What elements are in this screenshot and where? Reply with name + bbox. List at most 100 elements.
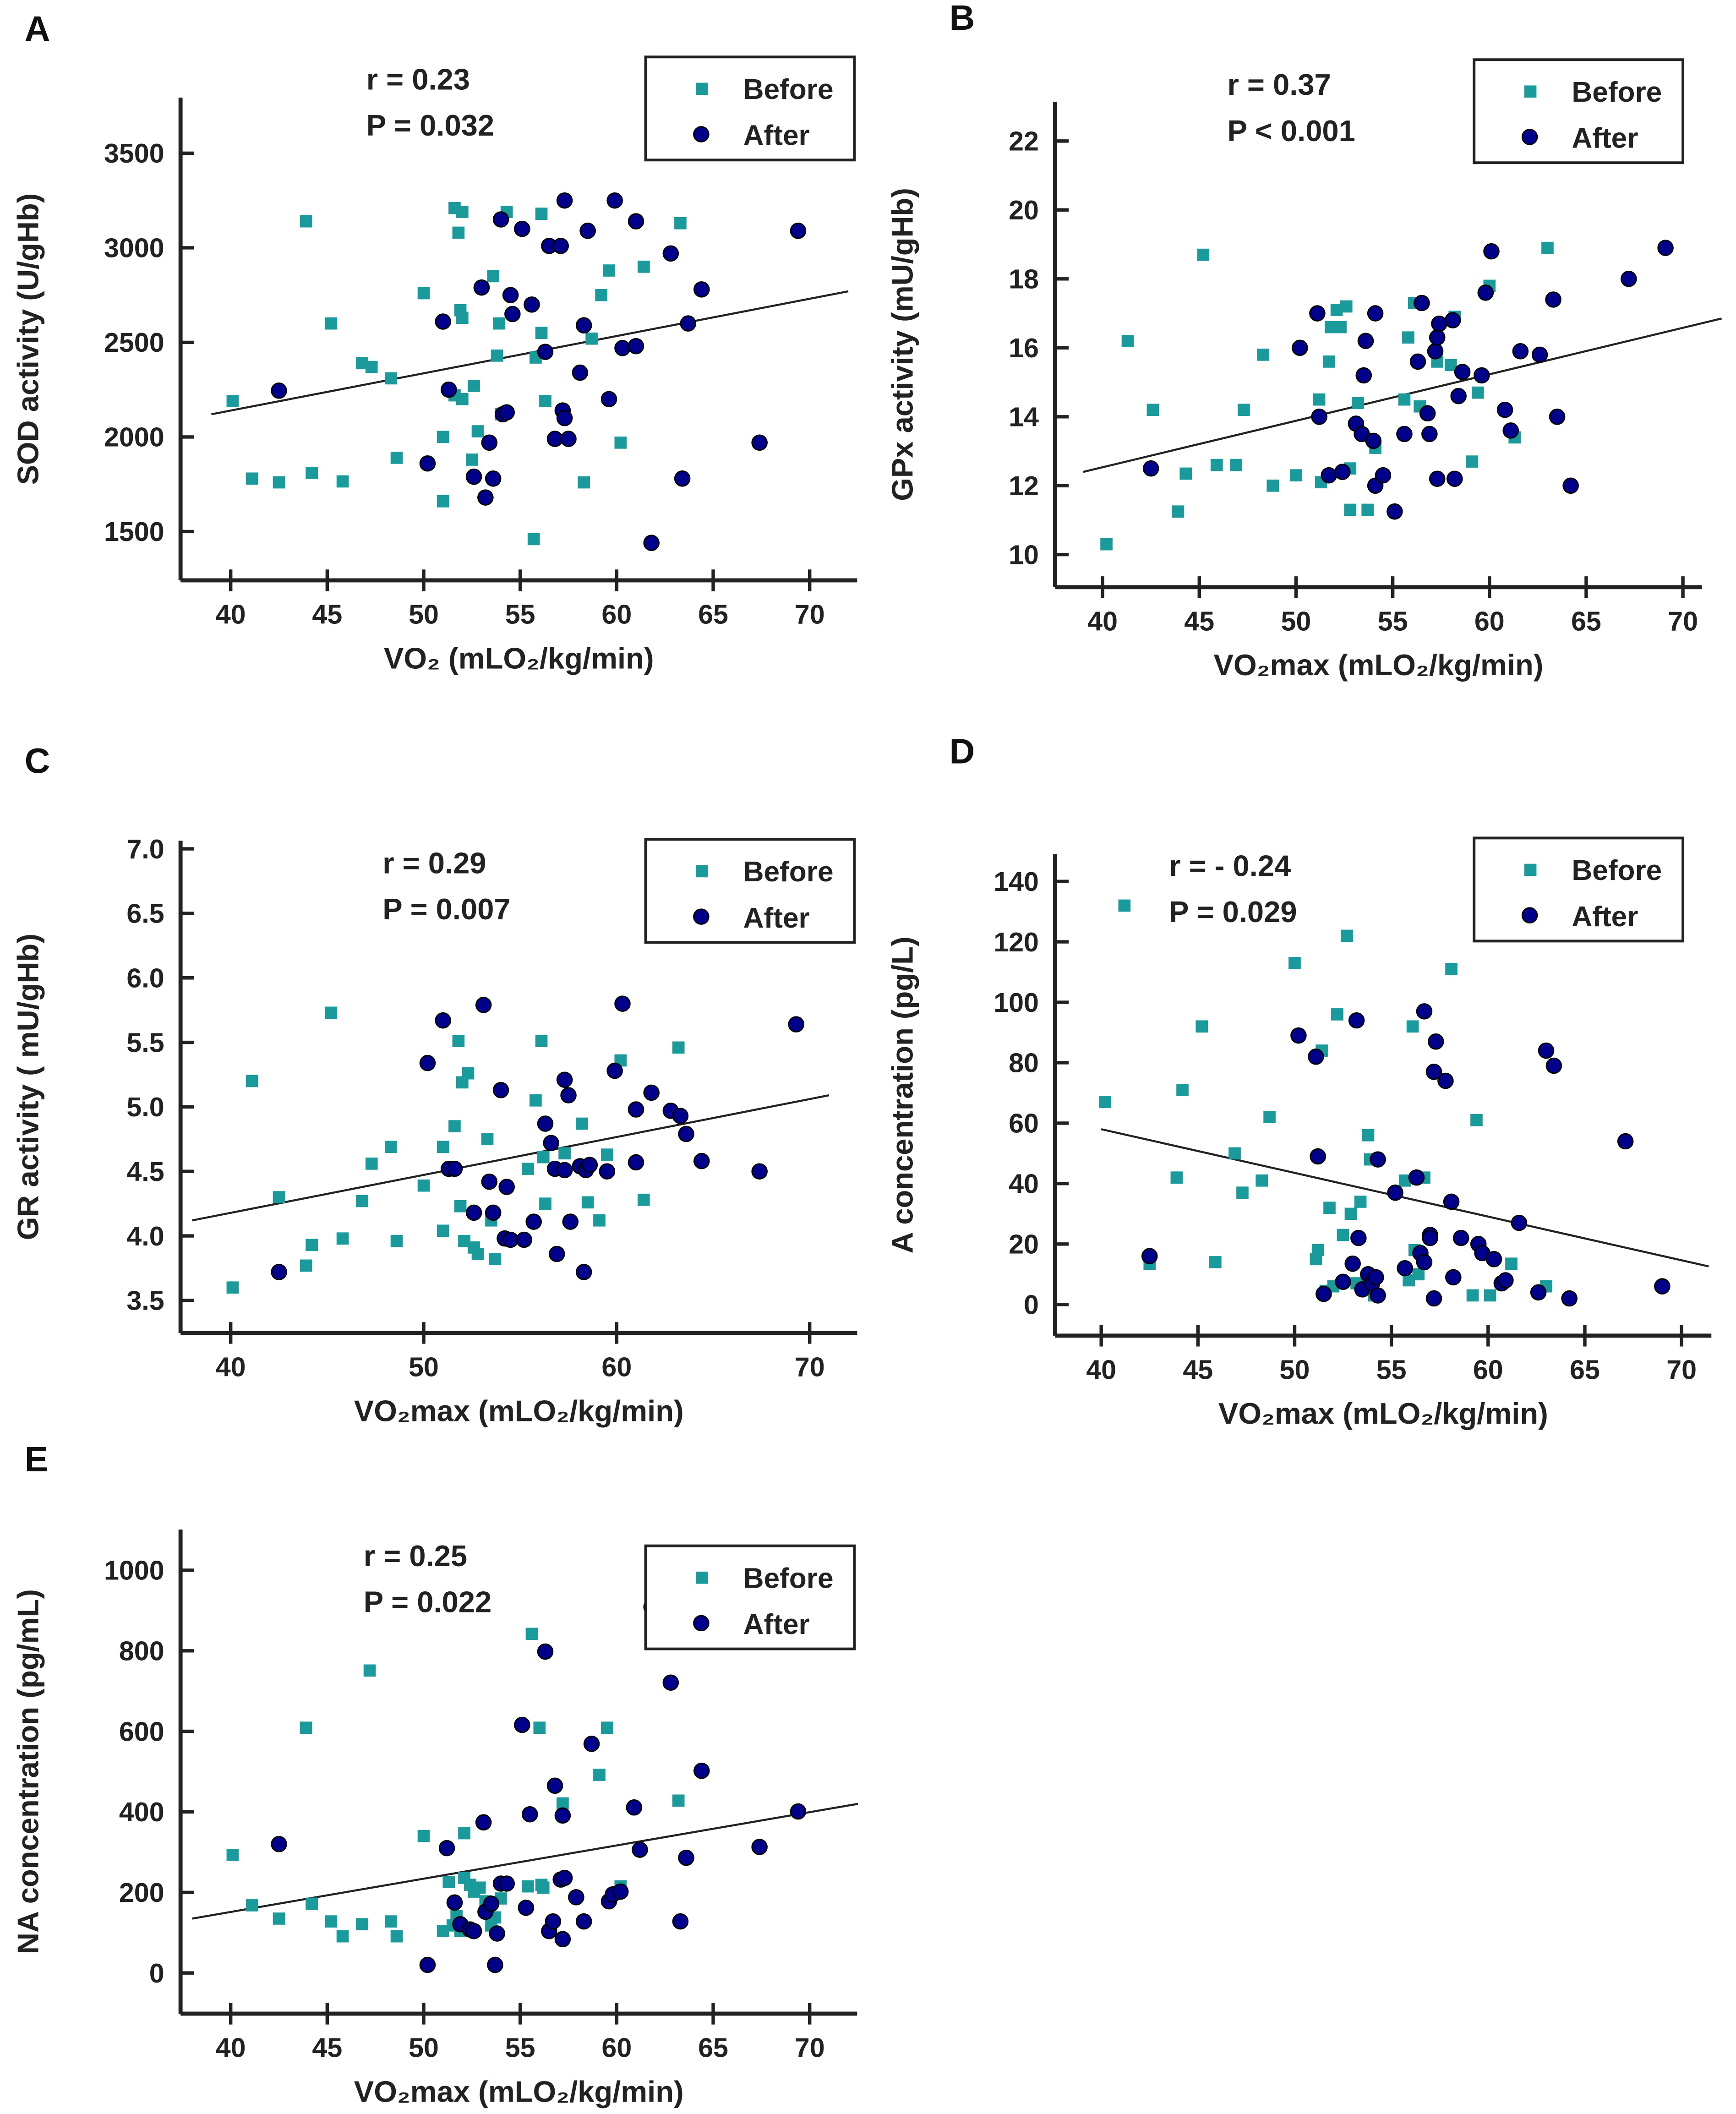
point-before [527,533,540,546]
legend-before-label: Before [743,856,834,888]
legend-after-label: After [743,1609,810,1640]
point-before [1340,300,1353,313]
legend-before-marker [696,1571,708,1584]
legend-after-label: After [743,902,810,934]
point-before [1466,1289,1479,1302]
point-after [1428,1033,1444,1050]
point-after [628,1101,644,1118]
point-after [554,1931,571,1948]
stat-r: r = 0.37 [1227,68,1331,101]
point-after [1311,409,1327,425]
point-after [1348,1012,1365,1029]
point-before [417,1830,430,1842]
point-after [419,1054,436,1071]
point-before [1228,1147,1241,1160]
point-before [1323,1202,1336,1214]
x-tick-label: 50 [409,1352,439,1382]
point-before [1322,355,1335,368]
point-after [1408,1169,1425,1186]
point-after [492,1082,509,1098]
point-before [273,1191,285,1203]
point-before [674,217,687,229]
y-tick-label: 22 [1009,126,1039,157]
point-after [1142,460,1159,477]
point-after [1375,467,1392,484]
point-before [1406,1020,1419,1033]
point-after [1309,305,1326,322]
y-axis-label: SOD activity (U/gHb) [11,193,44,485]
point-before [325,1006,338,1019]
legend-box [1473,836,1685,943]
y-tick-label: 3500 [104,138,164,169]
y-axis-label: GR activity ( mU/gHb) [11,934,44,1240]
point-before [226,1281,239,1294]
point-before [325,317,338,330]
point-after [1370,1287,1386,1304]
point-before [1238,404,1250,416]
point-after [628,213,644,229]
y-tick-label: 4.0 [126,1221,164,1251]
point-before [363,1664,376,1677]
point-before [385,1141,397,1153]
panel-c: C 40 50 60 70 3.5 4.0 4.5 5.0 5.5 6.0 6.5 7.0 VO₂max … [11,741,857,1427]
point-after [1409,353,1426,370]
legend-after-label: After [1572,901,1638,933]
point-before [1341,929,1353,942]
point-before [456,206,469,218]
x-axis-label: VO₂max (mLO₂/kg/min) [1218,1397,1548,1430]
point-before [468,380,480,392]
point-before [1344,503,1357,516]
point-before [1172,505,1185,518]
y-tick-label: 5.0 [126,1092,164,1122]
point-before [300,215,312,228]
stat-r: r = 0.25 [364,1539,467,1573]
point-before [1505,1257,1518,1270]
point-before [1290,469,1302,482]
legend-after-marker [1521,907,1538,923]
point-after [1421,426,1438,442]
y-axis-label: NA concentration (pg/mL) [11,1589,44,1954]
legend-after-label: After [1572,123,1638,154]
y-tick-label: 140 [994,866,1039,897]
y-axis-label: A concentration (pg/L) [886,936,919,1253]
x-tick-label: 70 [1668,606,1698,637]
point-before [273,1912,285,1925]
y-tick-label: 400 [119,1797,164,1827]
point-after [678,1125,694,1142]
point-after [1512,343,1529,360]
point-before [226,1849,239,1861]
legend-before-label: Before [743,1562,834,1594]
point-before [1257,349,1269,361]
point-after [1654,1278,1670,1295]
point-before [601,1721,613,1734]
y-tick-label: 6.5 [126,898,164,929]
point-before [601,1148,613,1161]
legend-before-marker [1524,85,1537,98]
point-before [246,472,258,485]
point-after [674,470,691,487]
point-after [1502,422,1519,439]
point-after [614,995,631,1012]
regression-line [1101,1128,1709,1267]
point-after [1545,1057,1562,1074]
point-before [452,1035,465,1048]
point-after [537,1115,554,1132]
y-tick-label: 16 [1009,333,1039,363]
point-before [437,431,449,443]
panel-letter: D [950,732,975,771]
y-tick-label: 800 [119,1636,164,1666]
point-before [489,1253,502,1266]
point-after [1443,1193,1460,1210]
point-after [543,1135,559,1152]
x-tick-label: 60 [601,2032,632,2063]
y-tick-label: 200 [119,1877,164,1908]
point-after [481,434,498,451]
x-tick-label: 45 [312,599,342,630]
point-after [1429,470,1446,487]
y-tick-label: 3.5 [126,1285,164,1316]
legend-box [644,1544,856,1650]
y-tick-label: 4.5 [126,1156,164,1187]
point-before [300,1259,312,1272]
point-after [1397,1260,1413,1277]
point-after [575,1913,592,1930]
